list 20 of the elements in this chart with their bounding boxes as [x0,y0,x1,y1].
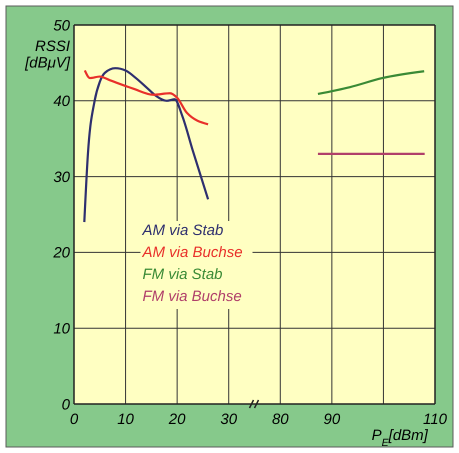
y-tick-label: 20 [52,244,71,262]
text: AM via Buchse [142,244,243,261]
y-tick-label: 40 [53,93,71,110]
y-tick-label: 10 [53,320,71,338]
y-tick-label: 30 [53,168,71,186]
text: FM via Buchse [142,288,242,305]
line-series [83,67,210,224]
x-tick-label: 90 [324,411,341,428]
x-tick-label: 110 [423,411,448,428]
y-axis-title: RSSI [dBμV] [24,38,71,72]
y-tick-label: 0 [62,396,71,414]
text: FM via Stab [142,266,223,283]
x-axis-title: P$_{E}$[dBm] [372,427,429,449]
series-label: AM via Stab [142,222,224,239]
x-tick-label: 20 [168,411,186,428]
line-series [84,69,210,126]
x-tick-label: 10 [117,411,135,428]
x-tick-label: 30 [220,411,238,428]
x-tick-label: 80 [272,411,290,428]
y-tick-label: 50 [53,17,71,34]
